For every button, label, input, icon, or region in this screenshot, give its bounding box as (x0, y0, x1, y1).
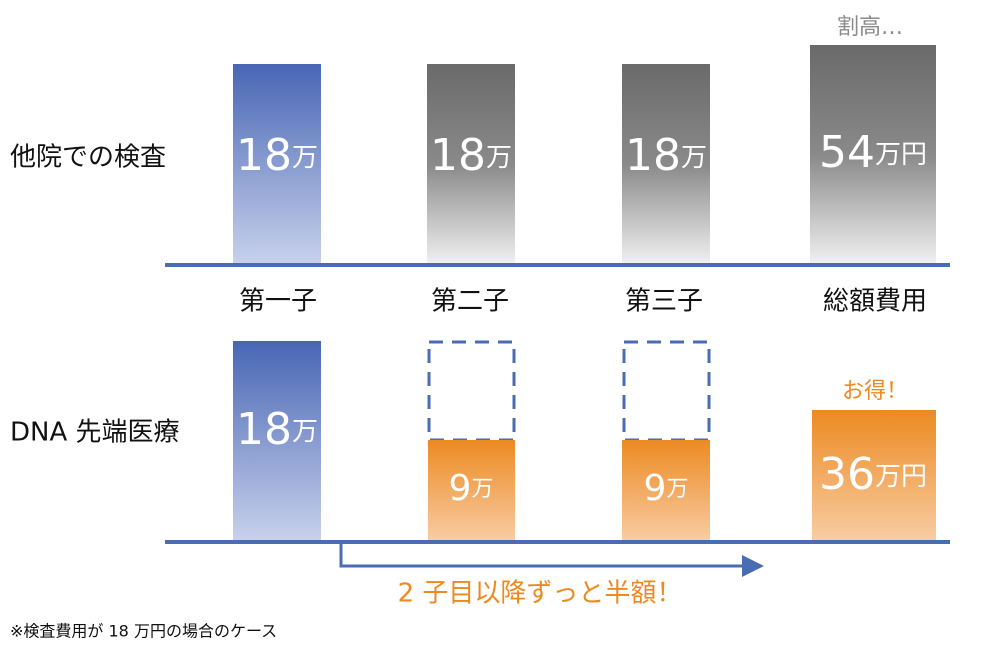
amount: 9万 (644, 468, 689, 509)
amount: 18万 (236, 404, 318, 455)
row-label: DNA 先端医療 (10, 418, 180, 448)
bar (427, 64, 515, 265)
bar (622, 440, 710, 542)
amount: 18万 (430, 130, 512, 181)
amount: 54万円 (819, 127, 927, 178)
dashed-box (622, 340, 711, 442)
column-label: 第二子 (431, 287, 509, 317)
bar (810, 45, 936, 265)
bar (233, 64, 321, 265)
column-label: 第三子 (625, 287, 703, 317)
dashed-box (427, 340, 516, 442)
arrow-head (742, 555, 764, 577)
footnote: ※検査費用が 18 万円の場合のケース (10, 622, 277, 641)
annotation: 割高… (837, 15, 903, 40)
column-label: 総額費用 (823, 287, 927, 317)
annotation: お得！ (842, 379, 908, 404)
amount: 18万 (236, 130, 318, 181)
amount: 9万 (449, 468, 494, 509)
amount: 36万円 (819, 449, 927, 500)
column-label: 第一子 (239, 287, 317, 317)
bar (233, 341, 321, 542)
row-label: 他院での検査 (10, 143, 166, 173)
arrow-text: 2 子目以降ずっと半額！ (398, 579, 683, 609)
arrow (339, 544, 745, 568)
amount: 18万 (625, 130, 707, 181)
bar (812, 410, 936, 542)
bar (622, 64, 710, 265)
bar (428, 440, 515, 542)
